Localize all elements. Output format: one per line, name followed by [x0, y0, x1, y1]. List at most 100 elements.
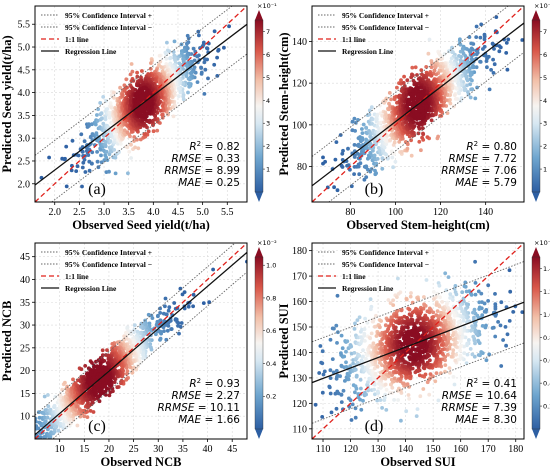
data-point — [216, 48, 221, 53]
data-point — [405, 146, 410, 151]
data-point — [42, 394, 47, 399]
data-point — [401, 81, 406, 85]
data-point — [99, 111, 104, 116]
data-point — [446, 275, 451, 279]
data-point — [358, 161, 363, 166]
data-point — [362, 327, 367, 332]
data-point — [374, 313, 378, 318]
data-point — [85, 415, 90, 419]
data-point — [458, 348, 462, 353]
data-point — [463, 73, 468, 78]
data-point — [460, 309, 465, 314]
data-point — [340, 165, 345, 169]
data-point — [205, 46, 209, 50]
data-point — [203, 67, 208, 72]
data-point — [215, 55, 220, 60]
data-point — [397, 386, 401, 391]
data-point — [368, 297, 373, 302]
data-point — [364, 164, 369, 169]
data-point — [504, 41, 509, 45]
data-point — [450, 50, 455, 54]
data-point — [496, 320, 500, 324]
data-point — [353, 415, 358, 420]
data-point — [490, 326, 495, 330]
y-tick-label: 5.5 — [18, 20, 31, 31]
data-point — [320, 390, 325, 395]
data-point — [133, 145, 138, 150]
data-point — [79, 132, 84, 137]
data-point — [382, 145, 387, 150]
data-point — [479, 350, 484, 354]
data-point — [352, 116, 357, 121]
colorbar-tick-label: 0.4 — [266, 360, 276, 368]
data-point — [167, 62, 172, 67]
data-point — [467, 338, 471, 342]
data-point — [482, 37, 487, 42]
data-point — [339, 392, 344, 397]
data-point — [475, 85, 479, 90]
data-point — [391, 298, 395, 303]
data-point — [79, 367, 84, 372]
data-point — [333, 157, 338, 162]
data-point — [420, 135, 424, 140]
data-point — [409, 153, 414, 158]
data-point — [98, 362, 103, 366]
legend: 95% Confidence Interval +95% Confidence … — [318, 11, 429, 56]
data-point — [392, 398, 396, 402]
data-point — [177, 94, 181, 99]
data-point — [355, 318, 360, 322]
data-point — [339, 400, 344, 404]
data-point — [45, 411, 50, 416]
data-point — [349, 418, 354, 422]
legend-ci-plus-label: 95% Confidence Interval + — [342, 11, 429, 20]
data-point — [172, 39, 177, 44]
data-point — [329, 410, 334, 415]
data-point — [80, 149, 85, 154]
data-point — [470, 352, 475, 357]
data-point — [450, 297, 455, 302]
data-point — [191, 304, 196, 309]
ci-minus-line — [50, 53, 247, 202]
data-point — [75, 404, 80, 409]
data-point — [451, 351, 455, 356]
data-point — [427, 37, 432, 42]
legend-ci-plus-label: 95% Confidence Interval + — [65, 11, 152, 20]
data-point — [372, 153, 377, 158]
y-tick-label: 4.5 — [18, 65, 31, 76]
data-point — [476, 353, 481, 357]
data-point — [473, 259, 477, 264]
regression-line — [35, 251, 247, 436]
data-point — [177, 61, 182, 66]
data-point — [463, 280, 468, 285]
legend-regression-label: Regression Line — [65, 47, 117, 56]
x-tick-label: 4.5 — [172, 207, 185, 218]
stat-rrmse: RRMSE = 10.11 — [158, 402, 241, 414]
data-point — [469, 87, 473, 92]
y-tick-label: 2.0 — [18, 179, 31, 190]
data-point — [371, 319, 375, 324]
data-point — [461, 51, 466, 56]
x-tick-label: 2.0 — [48, 207, 61, 218]
data-point — [469, 41, 474, 46]
data-point — [163, 296, 168, 301]
data-point — [340, 346, 345, 351]
data-point — [363, 316, 367, 321]
data-point — [181, 94, 186, 99]
data-point — [465, 77, 469, 81]
legend-ci-minus-label: 95% Confidence Interval − — [65, 260, 152, 269]
data-point — [357, 315, 362, 320]
data-point — [173, 318, 178, 322]
data-point — [334, 323, 339, 328]
data-point — [113, 171, 118, 176]
data-point — [440, 300, 445, 304]
panel-label: (c) — [88, 418, 106, 435]
data-point — [140, 69, 144, 73]
data-point — [75, 164, 80, 169]
points — [39, 24, 232, 189]
legend-one-to-one-label: 1:1 line — [342, 35, 366, 44]
data-point — [46, 404, 51, 409]
data-point — [127, 364, 132, 369]
data-point — [390, 155, 395, 160]
data-point — [109, 105, 114, 110]
